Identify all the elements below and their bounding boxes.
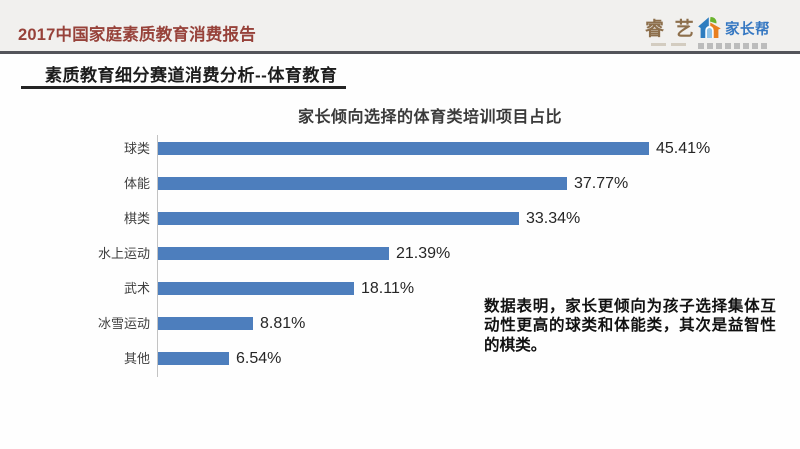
bar-category-label: 其他 xyxy=(123,351,150,366)
bar-value-label: 18.11% xyxy=(361,280,415,297)
bar-value-label: 33.34% xyxy=(526,210,581,227)
bar xyxy=(158,212,519,225)
subtext-block xyxy=(698,43,704,49)
header-band: 2017中国家庭素质教育消费报告 睿 艺 家长帮 xyxy=(0,0,800,54)
bar-value-label: 6.54% xyxy=(236,350,282,367)
y-axis-line xyxy=(157,135,158,377)
section-underline xyxy=(21,86,346,89)
bar-row: 水上运动 21.39% xyxy=(0,245,800,262)
bar-row: 体能 37.77% xyxy=(0,175,800,192)
jiazhangbang-logo-subtext xyxy=(698,43,770,49)
bar xyxy=(158,317,253,330)
bar-category-label: 体能 xyxy=(123,176,150,191)
bar-value-label: 37.77% xyxy=(574,175,629,192)
subtext-block xyxy=(670,43,686,46)
bar-value-label: 45.41% xyxy=(656,140,711,157)
bar-row: 其他 6.54% xyxy=(0,350,800,367)
bar xyxy=(158,282,354,295)
bar-chart: 球类 45.41% 体能 37.77% 棋类 33.34% 水上运动 21.39% 武术 18.1… xyxy=(0,135,800,380)
subtext-block xyxy=(707,43,713,49)
section-title: 素质教育细分赛道消费分析--体育教育 xyxy=(45,66,338,85)
bar xyxy=(158,247,389,260)
ruiyi-logo-text: 睿 艺 xyxy=(645,19,697,40)
subtext-block xyxy=(761,43,767,49)
bar-value-label: 8.81% xyxy=(260,315,306,332)
bar-category-label: 冰雪运动 xyxy=(97,316,150,331)
subtext-block xyxy=(743,43,749,49)
bar-category-label: 棋类 xyxy=(123,211,150,226)
bar xyxy=(158,177,567,190)
subtext-block xyxy=(716,43,722,49)
bar-value-label: 21.39% xyxy=(396,245,451,262)
chart-title: 家长倾向选择的体育类培训项目占比 xyxy=(297,109,563,126)
subtext-block xyxy=(725,43,731,49)
bar xyxy=(158,352,229,365)
jiazhangbang-logo-text: 家长帮 xyxy=(725,21,770,38)
subtext-block xyxy=(650,43,666,46)
jiazhangbang-logo: 家长帮 xyxy=(697,16,770,49)
ruiyi-logo: 睿 艺 xyxy=(645,19,697,46)
bar-category-label: 水上运动 xyxy=(97,246,150,261)
bar-row: 球类 45.41% xyxy=(0,140,800,157)
bar-row: 武术 18.11% xyxy=(0,280,800,297)
subtext-block xyxy=(752,43,758,49)
bar-category-label: 球类 xyxy=(123,141,150,156)
bar-category-label: 武术 xyxy=(123,281,150,296)
house-icon xyxy=(698,17,721,38)
ruiyi-logo-subtext xyxy=(645,43,691,46)
bar-row: 冰雪运动 8.81% xyxy=(0,315,800,332)
annotation-text: 数据表明，家长更倾向为孩子选择集体互动性更高的球类和体能类，其次是益智性的棋类。 xyxy=(484,298,776,354)
bar-row: 棋类 33.34% xyxy=(0,210,800,227)
subtext-block xyxy=(734,43,740,49)
report-title: 2017中国家庭素质教育消费报告 xyxy=(18,26,256,44)
bar xyxy=(158,142,649,155)
